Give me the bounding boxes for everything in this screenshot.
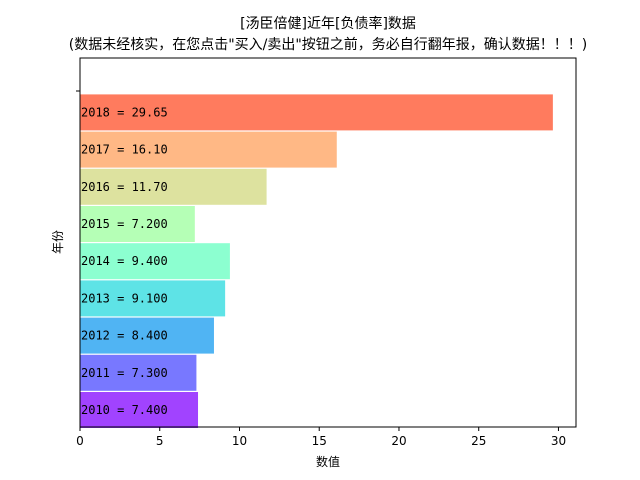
- bar-label-2015: 2015 = 7.200: [81, 217, 168, 231]
- x-tick-label-5: 5: [156, 434, 164, 448]
- bar-label-2010: 2010 = 7.400: [81, 403, 168, 417]
- bar-2015: [80, 206, 195, 242]
- x-tick-label-25: 25: [471, 434, 486, 448]
- bar-2017: [80, 131, 337, 168]
- x-tick-label-10: 10: [232, 434, 247, 448]
- x-axis-ticks: 0 5 10 15 20 25 30: [76, 427, 566, 448]
- x-tick-label-30: 30: [551, 434, 566, 448]
- bar-2012: [80, 317, 214, 354]
- bar-labels-group: 2010 = 7.400 2011 = 7.300 2012 = 8.400 2013…: [81, 105, 168, 417]
- x-tick-label-15: 15: [312, 434, 327, 448]
- bar-2013: [80, 280, 226, 317]
- chart-title: [汤臣倍健]近年[负债率]数据: [240, 15, 416, 32]
- bar-label-2013: 2013 = 9.100: [81, 291, 168, 305]
- bar-label-2014: 2014 = 9.400: [81, 254, 168, 268]
- bar-label-2011: 2011 = 7.300: [81, 366, 168, 380]
- x-axis-label: 数值: [316, 454, 340, 469]
- bar-2014: [80, 243, 230, 280]
- bar-2018: [80, 94, 553, 131]
- bars-group: [80, 94, 553, 428]
- chart-subtitle: (数据未经核实，在您点击"买入/卖出"按钮之前，务必自行翻年报，确认数据！！！): [69, 36, 588, 53]
- bar-label-2018: 2018 = 29.65: [81, 105, 168, 119]
- bar-label-2012: 2012 = 8.400: [81, 329, 168, 343]
- bar-label-2016: 2016 = 11.70: [81, 180, 168, 194]
- x-tick-label-20: 20: [391, 434, 406, 448]
- bar-2010: [80, 392, 199, 428]
- y-axis-label: 年份: [51, 230, 65, 254]
- plot-frame: [79, 57, 577, 428]
- bar-2016: [80, 168, 267, 205]
- bar-2011: [80, 354, 197, 391]
- bar-label-2017: 2017 = 16.10: [81, 143, 168, 157]
- x-tick-label-0: 0: [76, 434, 84, 448]
